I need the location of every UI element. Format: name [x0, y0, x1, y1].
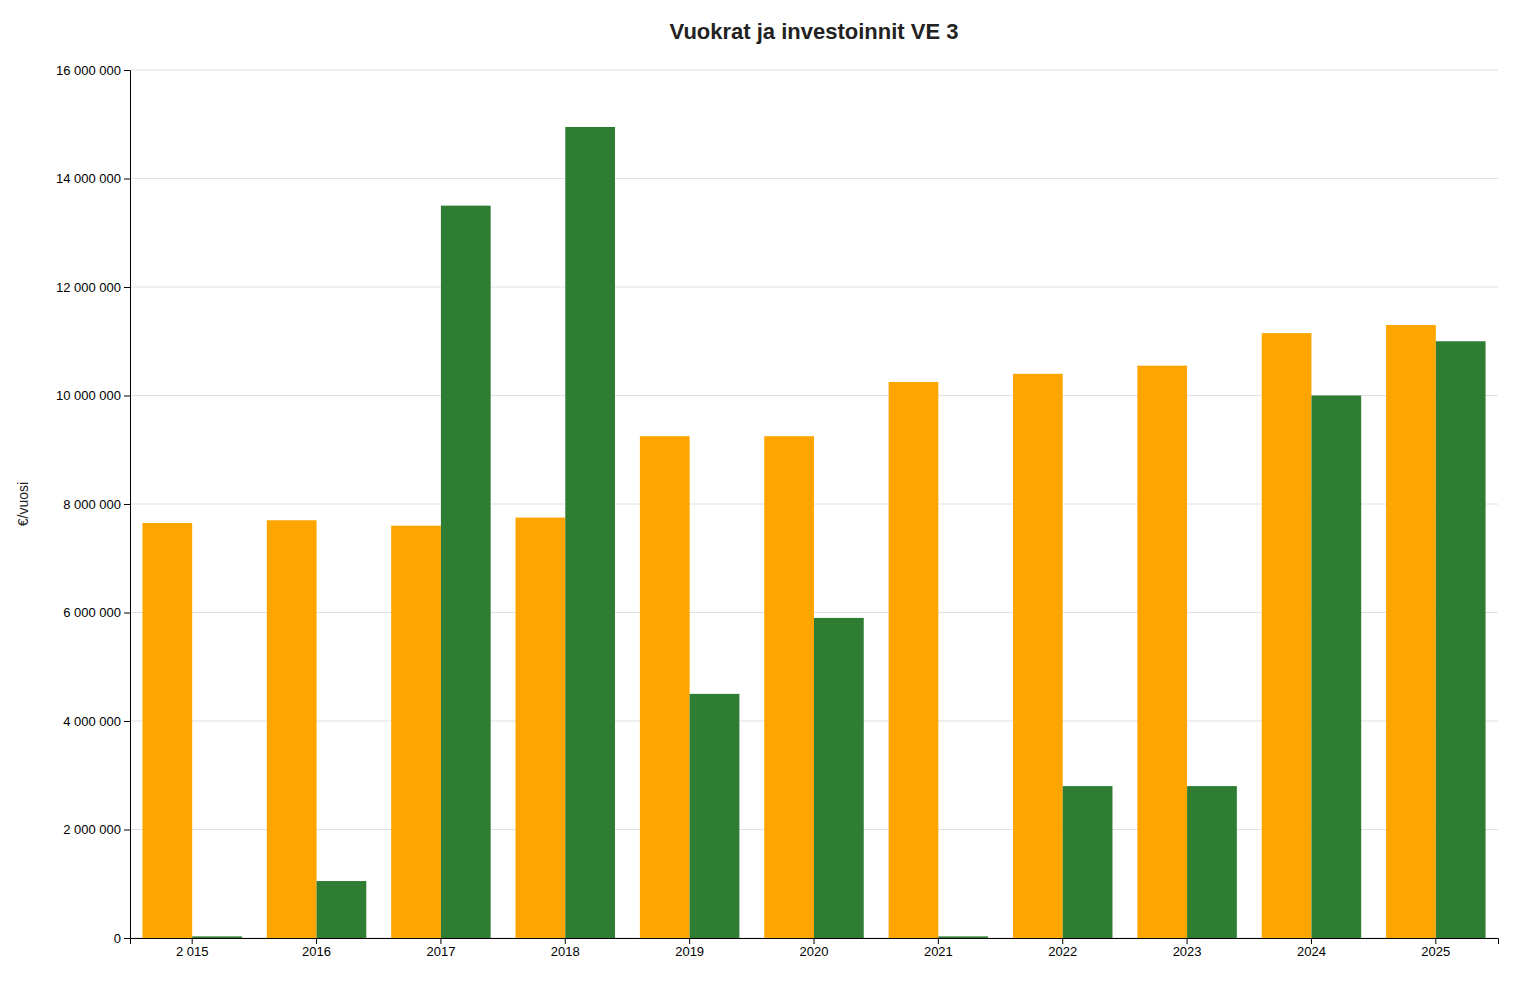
x-tick-label: 2019: [675, 944, 704, 959]
y-tick: 2 000 000: [63, 822, 130, 837]
y-tick: 16 000 000: [56, 63, 130, 78]
grid-line: [130, 70, 1498, 71]
bar: [640, 436, 690, 938]
bars: [142, 127, 1485, 938]
x-tick-mark: [938, 938, 939, 944]
bar: [889, 382, 939, 938]
x-axis-line: [131, 939, 1499, 945]
x-tick-label: 2016: [302, 944, 331, 959]
x-tick-mark: [1187, 938, 1188, 944]
x-tick: 2017: [426, 938, 455, 959]
x-tick-mark: [1062, 938, 1063, 944]
y-tick-label: 8 000 000: [63, 497, 121, 512]
grid: [130, 70, 1498, 938]
x-tick: 2016: [302, 938, 331, 959]
x-tick-label: 2022: [1048, 944, 1077, 959]
y-tick-label: 4 000 000: [63, 714, 121, 729]
y-tick-label: 0: [114, 931, 121, 946]
x-tick: 2025: [1421, 938, 1450, 959]
x-tick-mark: [814, 938, 815, 944]
y-tick-label: 16 000 000: [56, 63, 121, 78]
bar: [1063, 786, 1113, 938]
y-tick-mark: [124, 179, 130, 180]
bar: [1386, 325, 1436, 938]
x-tick-label: 2020: [800, 944, 829, 959]
y-axis: 0 2 000 000 4 000 000 6 000 000 8 000 000 10 …: [56, 63, 131, 946]
x-axis: 2 015 2016 2017 2018 2019 2020 2021 2022 2023 202…: [131, 938, 1499, 959]
x-tick: 2021: [924, 938, 953, 959]
y-tick-mark: [124, 504, 130, 505]
bar-series: [142, 325, 1435, 938]
x-tick: 2022: [1048, 938, 1077, 959]
y-tick-mark: [124, 830, 130, 831]
bar-series: [192, 127, 1485, 938]
y-axis-title: €/vuosi: [15, 482, 31, 526]
y-tick: 8 000 000: [63, 497, 130, 512]
x-tick: 2 015: [176, 938, 209, 959]
bar: [938, 936, 988, 938]
y-axis-line: [124, 71, 131, 939]
bar: [441, 206, 491, 938]
y-tick-mark: [124, 613, 130, 614]
x-tick-mark: [440, 938, 441, 944]
y-tick-label: 10 000 000: [56, 388, 121, 403]
x-tick: 2019: [675, 938, 704, 959]
y-tick-mark: [124, 70, 130, 71]
y-tick-mark: [124, 938, 130, 939]
y-tick-mark: [124, 721, 130, 722]
y-tick-label: 2 000 000: [63, 822, 121, 837]
x-tick-mark: [689, 938, 690, 944]
bar: [192, 936, 242, 938]
y-tick: 14 000 000: [56, 171, 130, 186]
bar: [1137, 366, 1187, 938]
title: Vuokrat ja investoinnit VE 3: [670, 19, 959, 44]
chart: 0 2 000 000 4 000 000 6 000 000 8 000 000 10 …: [0, 0, 1528, 998]
x-tick-label: 2017: [426, 944, 455, 959]
x-tick-label: 2024: [1297, 944, 1326, 959]
grid-line: [130, 287, 1498, 288]
bar: [1311, 396, 1361, 939]
y-tick: 0: [114, 931, 130, 946]
x-tick-label: 2025: [1421, 944, 1450, 959]
x-tick-mark: [316, 938, 317, 944]
x-tick: 2023: [1173, 938, 1202, 959]
bar: [565, 127, 615, 938]
bar: [1436, 341, 1486, 938]
bar: [690, 694, 740, 938]
plot: 0 2 000 000 4 000 000 6 000 000 8 000 000 10 …: [56, 63, 1499, 960]
x-tick-label: 2018: [551, 944, 580, 959]
y-tick: 12 000 000: [56, 280, 130, 295]
bar: [1262, 333, 1312, 938]
y-tick-label: 12 000 000: [56, 280, 121, 295]
x-tick-mark: [565, 938, 566, 944]
bar: [317, 881, 367, 938]
bar: [764, 436, 814, 938]
bar: [1187, 786, 1237, 938]
y-tick-mark: [124, 287, 130, 288]
x-tick-mark: [1311, 938, 1312, 944]
bar: [391, 526, 441, 938]
x-tick: 2018: [551, 938, 580, 959]
grid-line: [130, 178, 1498, 179]
y-tick: 4 000 000: [63, 714, 130, 729]
x-tick: 2024: [1297, 938, 1326, 959]
y-tick: 10 000 000: [56, 388, 130, 403]
x-tick-label: 2 015: [176, 944, 209, 959]
x-tick-mark: [1435, 938, 1436, 944]
y-tick: 6 000 000: [63, 605, 130, 620]
y-tick-mark: [124, 396, 130, 397]
bar: [1013, 374, 1063, 938]
y-tick-label: 14 000 000: [56, 171, 121, 186]
x-tick: 2020: [800, 938, 829, 959]
bar: [267, 520, 317, 938]
y-tick-label: 6 000 000: [63, 605, 121, 620]
bar: [516, 518, 566, 938]
x-tick-label: 2021: [924, 944, 953, 959]
bar: [142, 523, 192, 938]
x-tick-label: 2023: [1173, 944, 1202, 959]
x-tick-mark: [192, 938, 193, 944]
bar: [814, 618, 864, 938]
